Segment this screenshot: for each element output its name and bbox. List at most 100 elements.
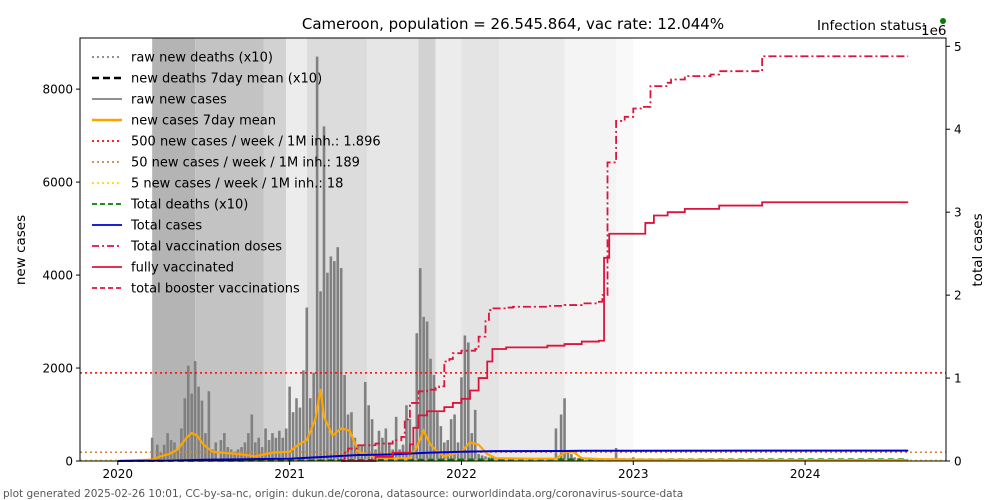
new-cases-bar (429, 358, 432, 461)
new-cases-bar (162, 444, 166, 461)
legend-label: total booster vaccinations (131, 282, 300, 297)
cases-7day-mean-line (117, 388, 909, 463)
y-tick-label: 8000 (42, 83, 73, 97)
background-band (499, 38, 565, 461)
legend-label: 500 new cases / week / 1M inh.: 1.896 (131, 135, 381, 150)
new-cases-bar (449, 419, 453, 461)
legend-label: Total cases (130, 219, 202, 234)
y-axis-right-ticks: 0 1 2 3 4 5 (946, 40, 962, 469)
new-cases-bar (326, 272, 329, 461)
new-cases-bar (264, 428, 267, 461)
legend-label: Total deaths (x10) (130, 198, 248, 213)
total-vaccination-doses-line (341, 55, 909, 462)
background-band (263, 38, 287, 461)
new-cases-bar (329, 256, 333, 461)
x-axis-ticks: 2020 2021 2022 2023 2024 (103, 461, 821, 481)
new-cases-bar (247, 433, 250, 461)
new-cases-bar (183, 398, 187, 461)
new-cases-bar (278, 430, 281, 461)
new-cases-bar (223, 433, 226, 461)
new-cases-bar (346, 414, 350, 461)
new-cases-bar (166, 433, 169, 461)
legend-label: Total vaccination doses (130, 240, 282, 255)
y-axis-label: new cases (13, 215, 29, 285)
y-right-tick-label: 3 (954, 206, 962, 220)
new-cases-bar (467, 342, 470, 461)
new-cases-bar (229, 449, 233, 461)
new-cases-bar (559, 414, 563, 461)
new-cases-bar (200, 400, 204, 461)
new-cases-bar (573, 457, 577, 461)
new-cases-bar (281, 437, 285, 461)
chart-title: Cameroon, population = 26.545.864, vac r… (302, 15, 724, 33)
legend-label: raw new cases (131, 93, 227, 108)
new-cases-bar (236, 449, 240, 461)
new-cases-bar (288, 386, 291, 461)
background-band (435, 38, 462, 461)
new-cases-bar (384, 428, 388, 461)
new-cases-bar (190, 393, 193, 461)
background-band (195, 38, 264, 461)
new-cases-bar (219, 440, 223, 461)
new-cases-bar (150, 437, 154, 461)
y-axis-right-label: total cases (970, 213, 986, 286)
new-cases-bar (197, 386, 200, 461)
fully-vaccinated-line (341, 201, 909, 462)
new-cases-bar (312, 372, 315, 461)
y-right-tick-label: 0 (954, 455, 962, 469)
new-cases-bar (284, 428, 288, 461)
new-cases-bar (480, 455, 484, 461)
infection-status-dot (940, 18, 946, 24)
new-cases-bar (367, 405, 370, 461)
new-cases-bar (566, 451, 570, 461)
new-cases-bar (460, 377, 463, 461)
new-cases-bar (207, 391, 211, 461)
new-cases-bar (302, 370, 305, 461)
new-cases-bar (563, 398, 566, 461)
legend-label: fully vaccinated (131, 261, 234, 276)
new-cases-bar (295, 398, 298, 461)
new-cases-bar (422, 316, 425, 461)
new-cases-bar (446, 440, 450, 461)
y-right-tick-label: 1 (954, 372, 962, 386)
x-tick-label: 2021 (274, 467, 305, 481)
background-band (616, 38, 634, 461)
new-cases-bar (432, 375, 436, 461)
new-cases-bar (193, 361, 197, 461)
new-cases-bar (176, 449, 180, 461)
new-cases-bar (473, 409, 477, 461)
new-cases-bar (333, 261, 336, 461)
x-tick-label: 2020 (103, 467, 134, 481)
x-tick-label: 2024 (790, 467, 821, 481)
new-cases-bar (336, 247, 340, 461)
series-lines (117, 55, 909, 463)
new-cases-bar (233, 451, 236, 461)
background-band (564, 38, 617, 461)
new-cases-bar (484, 456, 487, 461)
legend-label: new deaths 7day mean (x10) (131, 72, 322, 87)
new-cases-bar (169, 440, 173, 461)
y-tick-label: 6000 (42, 176, 73, 190)
new-cases-bar (257, 437, 260, 461)
new-cases-bar (357, 444, 360, 461)
new-cases-bar (398, 449, 401, 461)
new-cases-bar (570, 454, 573, 461)
background-band (366, 38, 419, 461)
new-cases-bar (291, 412, 295, 461)
new-cases-bar (243, 442, 247, 461)
footer-credit: plot generated 2025-02-26 10:01, CC-by-s… (3, 488, 683, 500)
new-cases-bar (319, 291, 322, 461)
new-cases-bar (418, 268, 422, 461)
new-cases-bar (305, 307, 309, 461)
legend-label: 50 new cases / week / 1M inh.: 189 (131, 156, 360, 171)
legend-label: new cases 7day mean (131, 114, 276, 129)
new-cases-bar (315, 56, 319, 461)
new-cases-bar (322, 126, 326, 462)
new-cases-bar (554, 428, 558, 461)
new-cases-bar (436, 412, 439, 461)
new-cases-bar (186, 365, 190, 461)
new-cases-bar (339, 268, 343, 461)
y-axis-ticks: 0 2000 4000 6000 8000 (42, 83, 80, 469)
new-cases-bar (343, 375, 346, 461)
new-cases-bar (370, 419, 374, 461)
